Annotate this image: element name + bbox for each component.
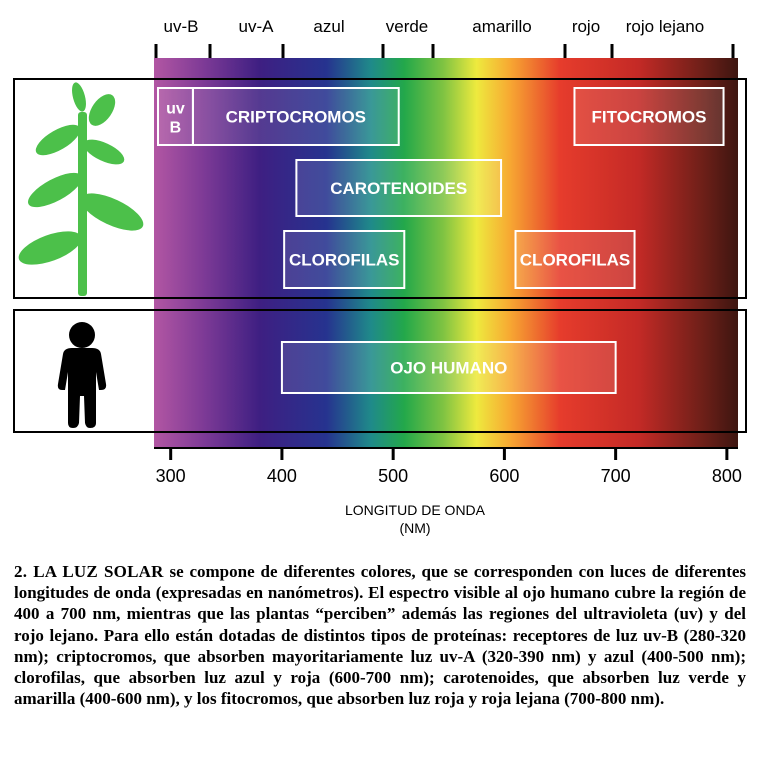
receptor-box: uv B	[157, 87, 194, 146]
band-label-rojo: rojo	[572, 17, 600, 36]
receptor-box: CLOROFILAS	[283, 230, 406, 289]
top-ticks	[154, 44, 735, 58]
plant-panel	[13, 78, 747, 299]
human-panel	[13, 309, 747, 433]
x-axis: 300 400 500 600 700 800	[154, 447, 742, 486]
receptor-box-outline	[573, 87, 725, 146]
receptor-box-outline	[295, 159, 503, 217]
receptor-box: CLOROFILAS	[514, 230, 636, 289]
receptor-box: OJO HUMANO	[280, 341, 617, 394]
receptor-box: FITOCROMOS	[573, 87, 725, 146]
band-label-amarillo: amarillo	[472, 17, 532, 36]
light-spectrum-figure: uv-B uv-A azul verde amarillo rojo rojo …	[13, 17, 747, 536]
receptor-box-outline	[191, 87, 400, 146]
band-label-verde: verde	[386, 17, 429, 36]
band-label-rojo-lejano: rojo lejano	[626, 17, 704, 36]
axis-tick-label: 800	[712, 466, 742, 486]
axis-tick-label: 500	[378, 466, 408, 486]
receptor-label: OJO HUMANO	[390, 359, 507, 378]
axis-tick-label: 300	[156, 466, 186, 486]
receptor-label: CLOROFILAS	[289, 251, 400, 270]
receptor-box: CAROTENOIDES	[295, 159, 503, 217]
receptor-box-outline	[157, 87, 194, 146]
person-icon	[57, 322, 107, 428]
receptor-box-outline	[283, 230, 406, 289]
axis-tick-label: 400	[267, 466, 297, 486]
plant-icon	[18, 82, 144, 296]
axis-tick-label: 600	[489, 466, 519, 486]
receptor-label: FITOCROMOS	[592, 108, 707, 127]
band-labels: uv-B uv-A azul verde amarillo rojo rojo …	[164, 17, 705, 36]
band-label-uv-a: uv-A	[239, 17, 275, 36]
axis-label: LONGITUD DE ONDA	[345, 502, 486, 518]
receptor-label: CRIPTOCROMOS	[226, 108, 366, 127]
spectrum-band	[154, 58, 738, 448]
receptor-label: CLOROFILAS	[520, 251, 631, 270]
axis-unit: (NM)	[399, 520, 430, 536]
receptor-box-outline	[280, 341, 617, 394]
band-label-azul: azul	[313, 17, 344, 36]
caption-body: se compone de diferentes colores, que se…	[14, 562, 747, 709]
receptor-box: CRIPTOCROMOS	[191, 87, 400, 146]
receptor-box-outline	[514, 230, 636, 289]
figure-caption: 2. LA LUZ SOLAR se compone de diferentes…	[14, 561, 746, 709]
axis-tick-label: 700	[601, 466, 631, 486]
band-label-uv-b: uv-B	[164, 17, 199, 36]
caption-lead: 2. LA LUZ SOLAR	[14, 562, 164, 581]
receptor-label: B	[170, 120, 182, 137]
receptor-label: CAROTENOIDES	[330, 179, 467, 198]
receptor-label: uv	[166, 101, 185, 118]
receptor-boxes: uv B CRIPTOCROMOS FITOCROMOS CAROTENOIDES CLO…	[157, 87, 725, 394]
